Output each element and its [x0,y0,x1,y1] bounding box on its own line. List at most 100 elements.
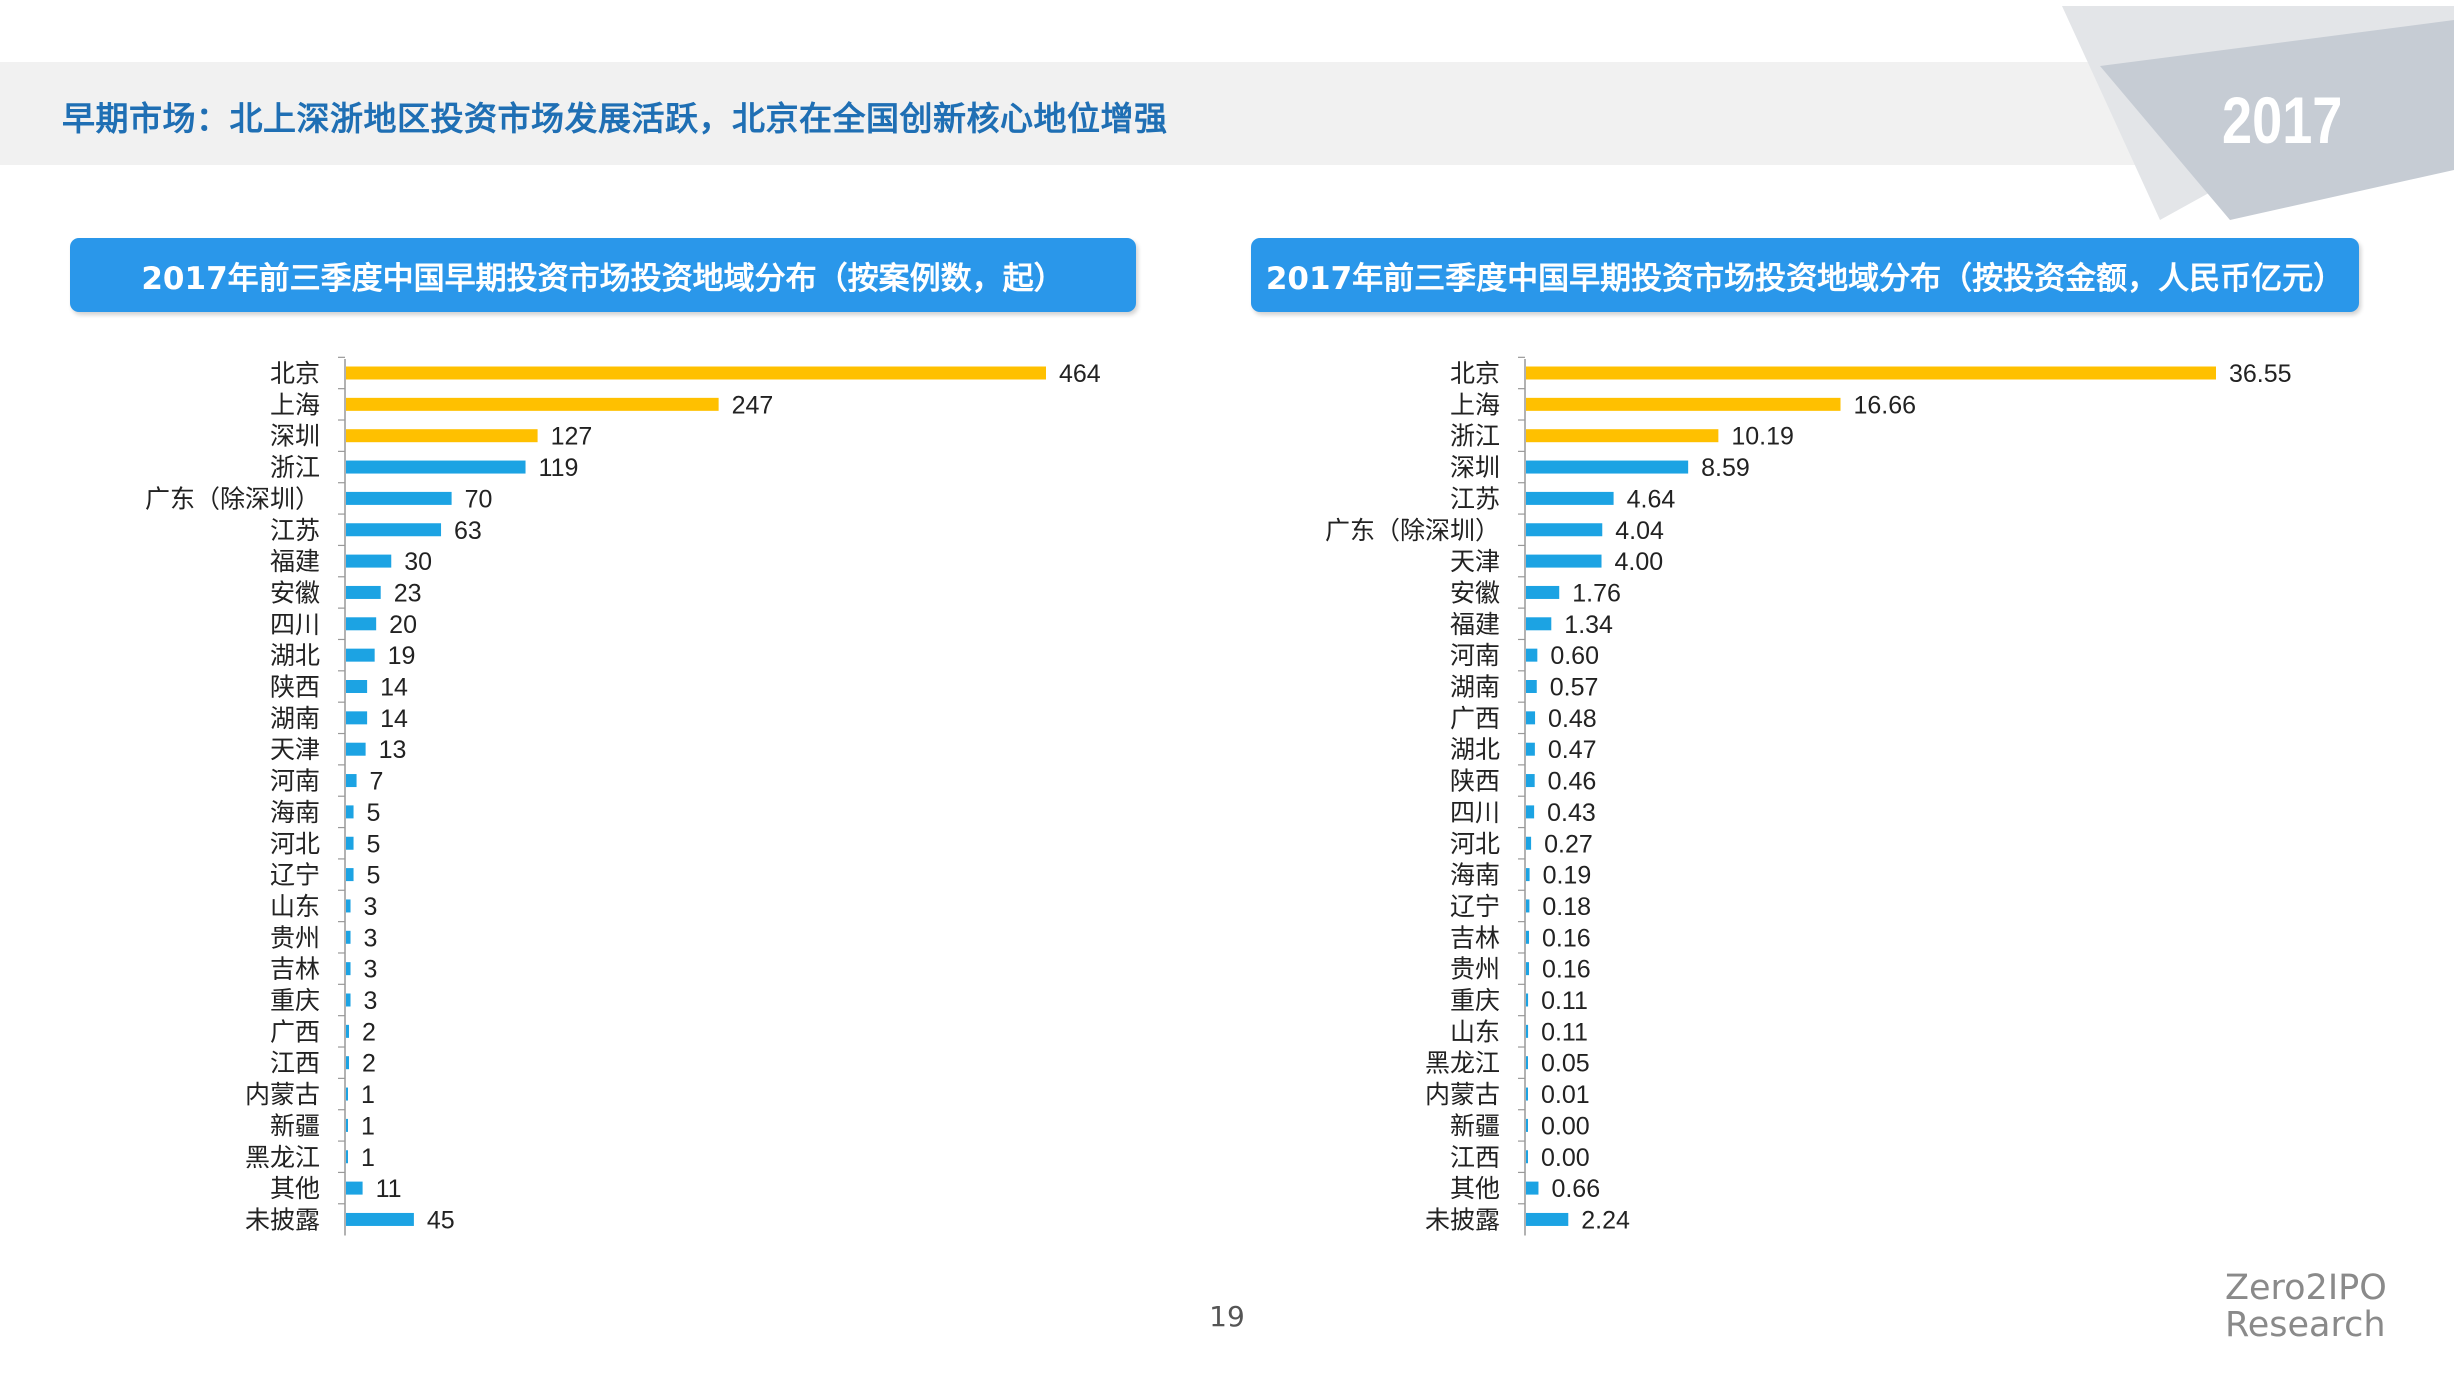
left-value-label: 464 [1059,360,1101,388]
chart-title-right: 2017年前三季度中国早期投资市场投资地域分布（按投资金额，人民币亿元） [1251,238,2359,312]
corner-shape-front [2100,20,2454,220]
year-badge: 2017 [2222,83,2343,157]
right-category-label: 天津 [1450,547,1500,576]
right-category-label: 北京 [1450,359,1500,388]
left-category-label: 其他 [270,1174,320,1203]
right-value-label: 0.16 [1542,956,1591,984]
right-value-label: 0.00 [1541,1112,1590,1140]
left-bar [346,962,351,976]
left-value-label: 1 [361,1144,375,1172]
right-bar [1526,617,1552,631]
left-value-label: 247 [732,391,774,419]
left-value-label: 3 [364,893,378,921]
left-value-label: 14 [380,705,408,733]
left-bar [346,742,366,756]
right-bar [1526,774,1535,788]
right-category-label: 贵州 [1450,955,1500,984]
left-category-label: 辽宁 [270,861,320,890]
right-category-label: 湖北 [1450,735,1500,764]
right-category-label: 河北 [1450,829,1500,858]
right-bar [1526,868,1530,882]
right-category-label: 上海 [1450,390,1500,419]
left-value-label: 14 [380,674,408,702]
right-bar [1526,899,1530,913]
left-bar [346,366,1046,380]
left-category-label: 海南 [270,798,320,827]
left-bar [346,899,351,913]
right-value-label: 0.27 [1544,830,1593,858]
right-bar [1526,711,1536,725]
left-category-label: 河北 [270,829,320,858]
right-value-label: 0.46 [1548,768,1597,796]
left-category-label: 深圳 [270,422,320,451]
left-bar [346,1118,348,1132]
left-bar [346,1181,363,1195]
left-bar [346,460,526,474]
left-category-label: 福建 [270,547,320,576]
right-value-label: 16.66 [1854,391,1917,419]
right-value-label: 0.48 [1548,705,1597,733]
brand-line-2: Research [2225,1305,2386,1345]
corner-decoration [2062,6,2454,220]
right-bar [1526,805,1535,819]
right-value-label: 4.04 [1615,517,1664,545]
right-category-label: 湖南 [1450,673,1500,702]
right-bar [1526,1150,1528,1164]
right-category-label: 山东 [1450,1017,1500,1046]
left-category-label: 浙江 [270,453,320,482]
right-category-label: 未披露 [1425,1205,1500,1234]
left-category-label: 天津 [270,735,320,764]
right-category-label: 河南 [1450,641,1500,670]
right-category-label: 广西 [1450,704,1500,733]
chart-title-left: 2017年前三季度中国早期投资市场投资地域分布（按案例数，起） [70,238,1136,312]
left-category-label: 贵州 [270,923,320,952]
right-bar [1526,1024,1529,1038]
right-bar [1526,836,1532,850]
right-value-label: 1.34 [1564,611,1613,639]
left-bar [346,993,351,1007]
right-value-label: 10.19 [1731,423,1794,451]
left-bar [346,1150,348,1164]
right-category-label: 内蒙古 [1425,1080,1500,1109]
right-bar [1526,491,1614,505]
left-bar [346,805,354,819]
left-category-label: 湖北 [270,641,320,670]
left-category-label: 吉林 [270,955,320,984]
right-value-label: 8.59 [1701,454,1750,482]
brand-line-1: Zero2IPO [2225,1268,2387,1308]
right-bar [1526,962,1530,976]
right-value-label: 0.16 [1542,924,1591,952]
header-band [0,62,2454,165]
right-value-label: 0.19 [1543,862,1592,890]
left-bar [346,1056,350,1070]
right-value-label: 0.01 [1541,1081,1590,1109]
right-value-label: 4.64 [1627,485,1676,513]
left-value-label: 20 [389,611,417,639]
right-value-label: 4.00 [1615,548,1664,576]
right-bar [1526,648,1538,662]
left-value-label: 30 [404,548,432,576]
left-category-label: 河南 [270,767,320,796]
right-bar [1526,742,1535,756]
left-value-label: 2 [362,1018,376,1046]
left-bar [346,1024,350,1038]
right-value-label: 1.76 [1572,579,1621,607]
left-bar [346,648,375,662]
left-bar [346,617,377,631]
left-category-label: 广西 [270,1017,320,1046]
left-category-label: 北京 [270,359,320,388]
left-value-label: 2 [362,1050,376,1078]
right-value-label: 2.24 [1581,1206,1630,1234]
left-category-label: 安徽 [270,578,320,607]
left-bar [346,1212,414,1226]
left-value-label: 127 [551,423,593,451]
left-bar [346,836,354,850]
right-value-label: 0.11 [1541,987,1588,1015]
right-category-label: 新疆 [1450,1111,1500,1140]
right-category-label: 浙江 [1450,422,1500,451]
right-bar [1526,429,1719,443]
right-bar [1526,1212,1569,1226]
right-category-label: 广东（除深圳） [1325,516,1500,545]
left-value-label: 19 [388,642,416,670]
